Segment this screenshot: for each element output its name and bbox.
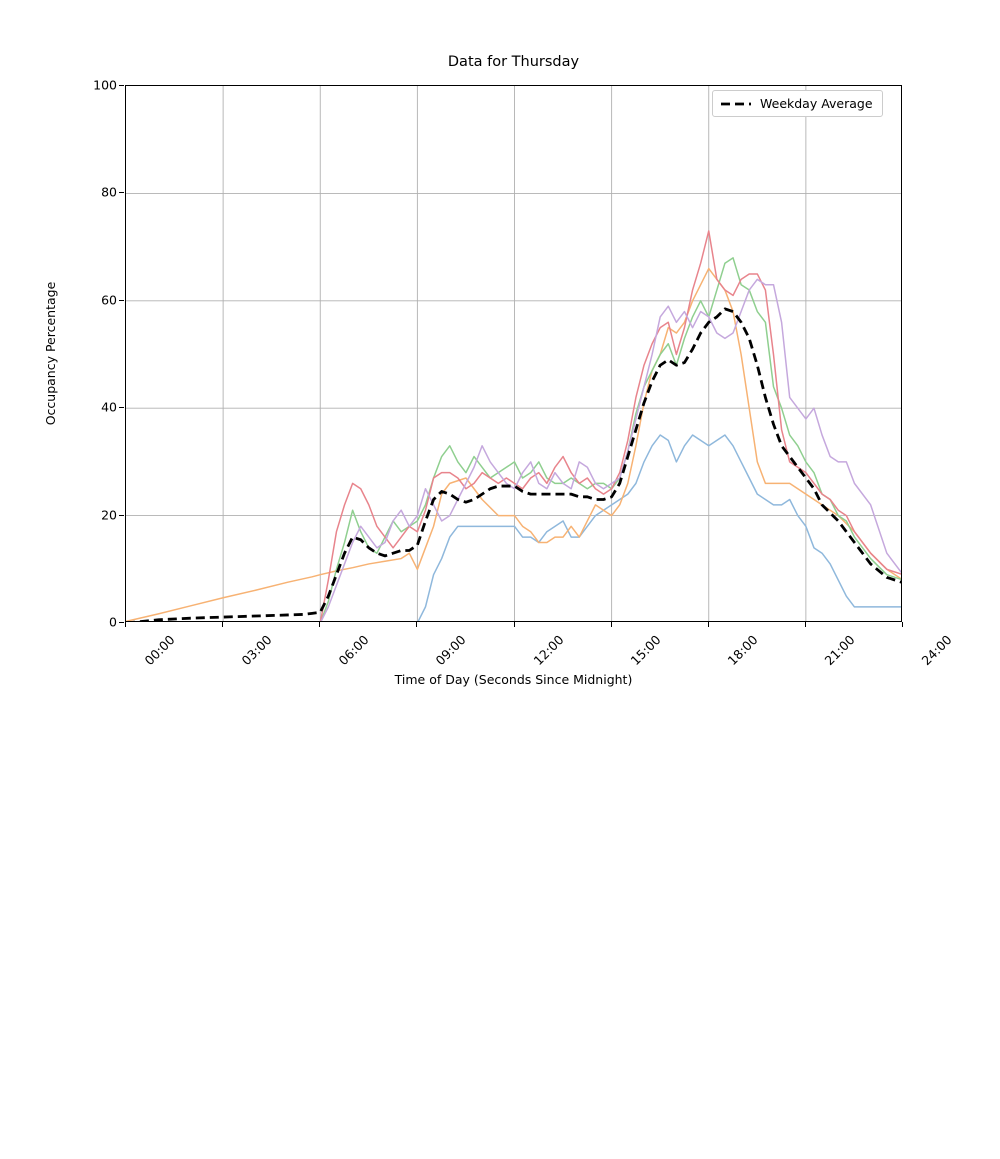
x-tick-mark <box>804 622 806 627</box>
y-tick-mark <box>119 407 124 409</box>
y-tick-label: 40 <box>101 399 117 415</box>
data-line-day-3 <box>320 257 901 621</box>
chart-title: Data for Thursday <box>447 54 580 70</box>
data-line-day-5 <box>320 278 901 621</box>
data-line-day-4 <box>319 230 901 621</box>
y-tick-mark <box>119 299 124 301</box>
legend[interactable]: Weekday Average <box>712 90 883 117</box>
x-tick-label: 18:00 <box>724 632 761 669</box>
x-tick-mark <box>319 622 321 627</box>
x-tick-label: 15:00 <box>627 632 664 669</box>
y-tick-mark <box>119 85 124 86</box>
y-axis-tick-labels: 0 20 40 60 80 100 <box>70 78 117 630</box>
x-tick-label: 24:00 <box>918 632 955 669</box>
y-tick-mark <box>119 622 124 623</box>
y-tick-mark <box>119 192 124 194</box>
y-tick-label: 80 <box>101 184 117 200</box>
x-tick-mark <box>125 622 126 627</box>
x-axis-label: Time of Day (Seconds Since Midnight) <box>394 672 633 687</box>
x-tick-mark <box>610 622 612 627</box>
data-line-day-2 <box>126 267 901 621</box>
x-tick-mark <box>707 622 709 627</box>
data-line-weekday-average <box>131 307 901 621</box>
x-tick-label: 21:00 <box>821 632 858 669</box>
legend-line-swatch <box>721 102 751 105</box>
x-tick-label: 12:00 <box>530 632 567 669</box>
x-tick-mark <box>513 622 515 627</box>
x-tick-mark <box>902 622 903 627</box>
y-tick-label: 100 <box>93 77 117 93</box>
x-tick-label: 03:00 <box>238 632 275 669</box>
y-tick-label: 20 <box>101 507 117 523</box>
y-tick-label: 0 <box>109 614 117 630</box>
x-tick-label: 09:00 <box>432 632 470 669</box>
x-tick-label: 06:00 <box>335 632 372 669</box>
y-axis-label-wrapper: Occupancy Percentage <box>36 282 66 1159</box>
x-tick-mark <box>416 622 418 627</box>
y-tick-mark <box>119 514 124 516</box>
matplotlib-figure: Data for Thursday Occupancy Percentage 0… <box>43 54 955 687</box>
x-tick-label: 00:00 <box>141 632 178 669</box>
y-tick-label: 60 <box>101 292 117 308</box>
legend-label-weekday-average: Weekday Average <box>760 96 873 111</box>
plot-lines-svg <box>126 86 901 621</box>
plot-area <box>125 85 902 622</box>
y-axis-label: Occupancy Percentage <box>43 281 58 426</box>
x-tick-mark <box>222 622 224 627</box>
